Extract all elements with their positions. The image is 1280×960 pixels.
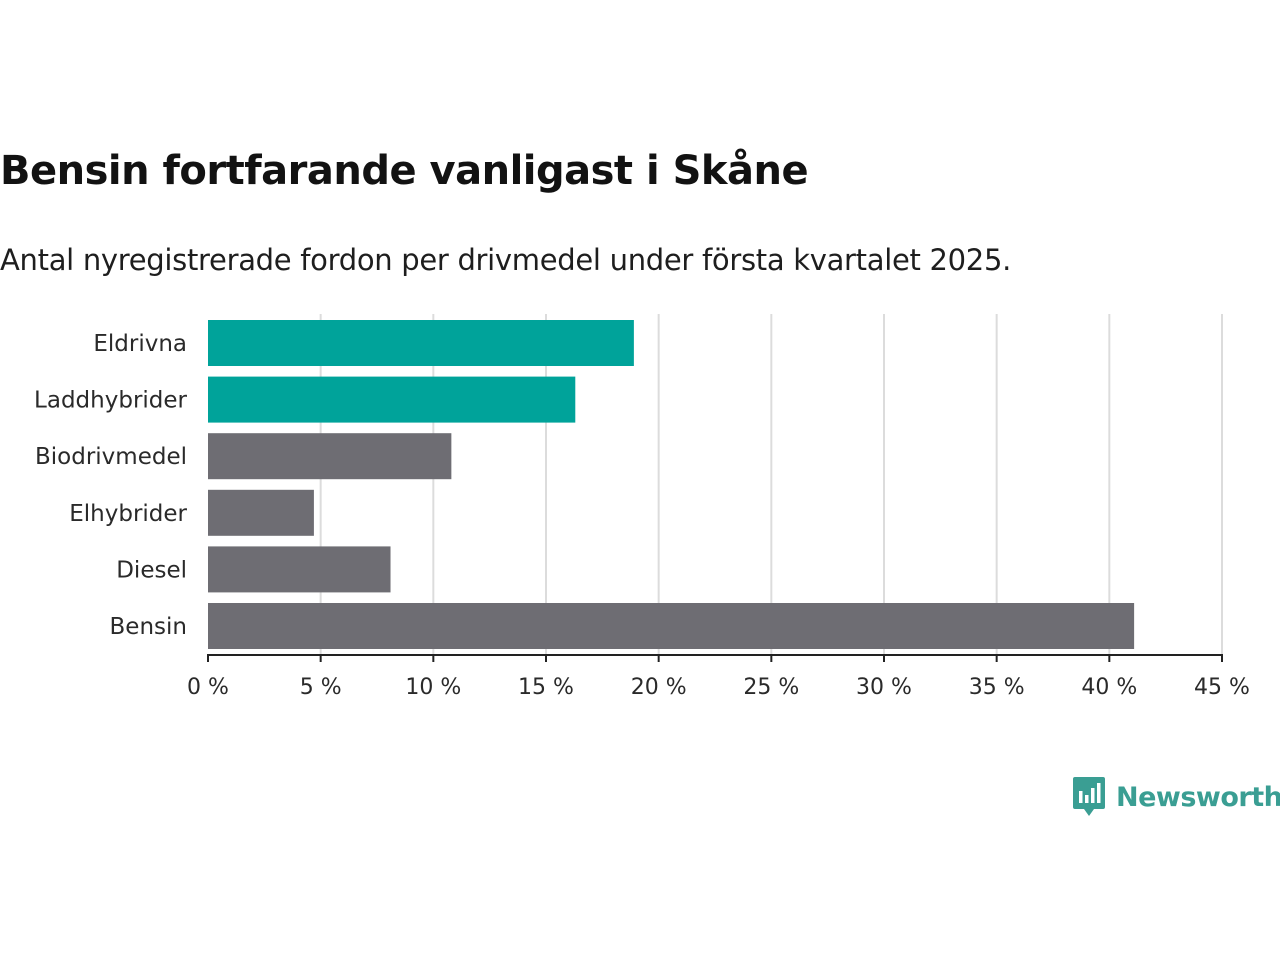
bar-elhybrider <box>208 489 314 536</box>
category-label: Diesel <box>116 557 187 583</box>
x-tick-label: 30 % <box>856 675 912 700</box>
newsworthy-logo-text: Newsworthy <box>1116 781 1280 813</box>
x-axis: 0 % 5 % 10 % 15 % 20 % 25 % 30 % 35 % 40 % 45 % <box>187 654 1250 700</box>
bar-laddhybrider <box>208 376 576 423</box>
x-tick-label: 5 % <box>300 675 342 700</box>
x-tick-label: 45 % <box>1194 675 1250 700</box>
category-label: Bensin <box>110 614 187 640</box>
x-tick-label: 35 % <box>969 675 1025 700</box>
bar-eldrivna <box>208 320 634 366</box>
x-tick-label: 10 % <box>405 675 461 700</box>
chart-title: Bensin fortfarande vanligast i Skåne <box>0 148 809 194</box>
x-tick-label: 15 % <box>518 675 574 700</box>
x-tick-label: 0 % <box>187 675 229 700</box>
x-tick-label: 25 % <box>743 675 799 700</box>
category-label: Elhybrider <box>69 501 187 527</box>
x-tick-label: 20 % <box>631 675 687 700</box>
category-label: Eldrivna <box>93 331 187 357</box>
bar-biodrivmedel <box>208 433 452 480</box>
bar-diesel <box>208 546 391 593</box>
category-label: Biodrivmedel <box>35 444 187 470</box>
newsworthy-logo: Newsworthy <box>1072 776 1280 818</box>
category-label: Laddhybrider <box>34 388 187 414</box>
chart-subtitle: Antal nyregistrerade fordon per drivmede… <box>0 243 1012 277</box>
x-tick-label: 40 % <box>1081 675 1137 700</box>
category-labels: Eldrivna Laddhybrider Biodrivmedel Elhybrid… <box>34 331 187 640</box>
bars <box>208 320 1135 649</box>
bar-bensin <box>208 603 1135 649</box>
newsworthy-logo-icon <box>1073 777 1105 816</box>
gridlines <box>319 314 1223 655</box>
